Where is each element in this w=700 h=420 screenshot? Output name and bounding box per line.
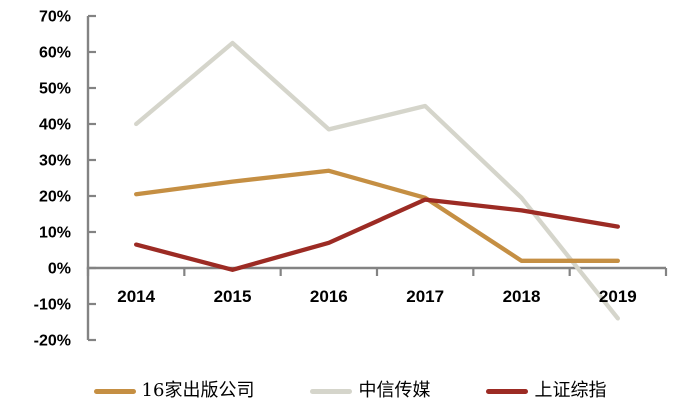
svg-text:2016: 2016 bbox=[310, 287, 348, 306]
svg-text:0%: 0% bbox=[48, 261, 71, 278]
svg-text:20%: 20% bbox=[39, 189, 71, 206]
svg-text:-20%: -20% bbox=[34, 333, 71, 350]
svg-text:70%: 70% bbox=[39, 9, 71, 26]
legend-item-publishers: 16家出版公司 bbox=[93, 380, 255, 401]
svg-text:-10%: -10% bbox=[34, 297, 71, 314]
chart-plot-area: 70% 60% 50% 40% 30% 20% 10% 0% -10% -20% 2014 2015 2… bbox=[34, 9, 668, 350]
legend-swatch-publishers-icon bbox=[93, 388, 136, 394]
svg-text:60%: 60% bbox=[39, 45, 71, 62]
svg-text:2014: 2014 bbox=[117, 287, 155, 306]
svg-text:2019: 2019 bbox=[599, 287, 637, 306]
legend-label-citic-media: 中信传媒 bbox=[358, 380, 431, 401]
svg-text:40%: 40% bbox=[39, 117, 71, 134]
svg-text:2018: 2018 bbox=[503, 287, 541, 306]
svg-text:50%: 50% bbox=[39, 81, 71, 98]
legend-label-shanghai-composite: 上证综指 bbox=[534, 380, 607, 401]
svg-text:2017: 2017 bbox=[406, 287, 444, 306]
svg-text:30%: 30% bbox=[39, 153, 71, 170]
svg-text:2015: 2015 bbox=[214, 287, 252, 306]
legend-item-shanghai-composite: 上证综指 bbox=[486, 382, 606, 400]
chart-legend: 16家出版公司 中信传媒 上证综指 bbox=[0, 382, 700, 400]
legend-swatch-citic-media-icon bbox=[310, 388, 353, 394]
svg-text:10%: 10% bbox=[39, 225, 71, 242]
legend-swatch-shanghai-composite-icon bbox=[486, 388, 529, 394]
legend-item-citic-media: 中信传媒 bbox=[310, 382, 430, 400]
legend-label-publishers: 16家出版公司 bbox=[141, 380, 255, 401]
